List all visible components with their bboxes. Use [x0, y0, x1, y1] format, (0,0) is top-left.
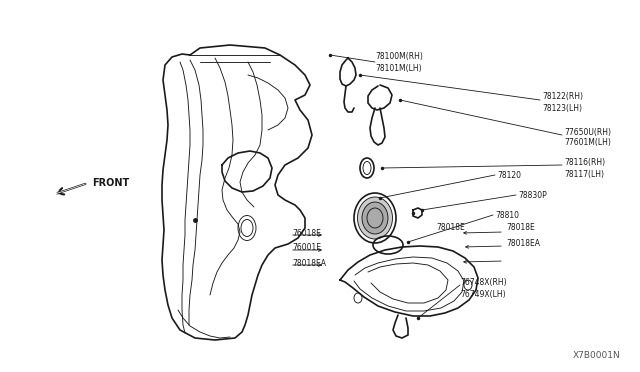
Text: 78116(RH): 78116(RH) [564, 158, 605, 167]
Text: 76018E: 76018E [292, 228, 321, 237]
Text: 78810: 78810 [495, 211, 519, 219]
Text: 77650U(RH): 77650U(RH) [564, 128, 611, 137]
Text: 78122(RH): 78122(RH) [542, 93, 583, 102]
Text: 78100M(RH): 78100M(RH) [375, 52, 423, 61]
Text: 78117(LH): 78117(LH) [564, 170, 604, 179]
Text: 78018EA: 78018EA [506, 240, 540, 248]
Text: X7B0001N: X7B0001N [572, 351, 620, 360]
Text: 78018E: 78018E [436, 224, 465, 232]
Text: 78830P: 78830P [518, 190, 547, 199]
Text: 78101M(LH): 78101M(LH) [375, 64, 422, 73]
Ellipse shape [358, 197, 392, 239]
Text: FRONT: FRONT [92, 178, 129, 188]
Text: 76001E: 76001E [292, 244, 321, 253]
Text: 78018EA: 78018EA [292, 259, 326, 267]
Text: 78123(LH): 78123(LH) [542, 103, 582, 112]
Text: 76748X(RH): 76748X(RH) [460, 278, 507, 286]
Text: 78018E: 78018E [506, 224, 535, 232]
Text: 77601M(LH): 77601M(LH) [564, 138, 611, 148]
Text: 78120: 78120 [497, 170, 521, 180]
Text: 76749X(LH): 76749X(LH) [460, 289, 506, 298]
Ellipse shape [362, 202, 388, 234]
